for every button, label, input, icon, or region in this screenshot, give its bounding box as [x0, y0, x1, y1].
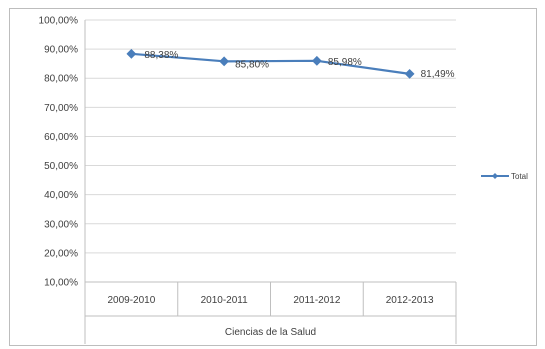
- y-tick-label: 60,00%: [44, 132, 78, 143]
- y-tick-label: 30,00%: [44, 219, 78, 230]
- y-tick-label: 20,00%: [44, 248, 78, 259]
- x-tick-label: 2009-2010: [107, 295, 155, 306]
- data-point-marker: [219, 56, 230, 67]
- y-tick-label: 10,00%: [44, 278, 78, 289]
- y-tick-label: 50,00%: [44, 161, 78, 172]
- series-line: [131, 52, 410, 75]
- legend-label: Total: [511, 172, 528, 181]
- y-tick-label: 40,00%: [44, 190, 78, 201]
- y-tick-label: 70,00%: [44, 103, 78, 114]
- legend: Total: [481, 172, 528, 181]
- data-labels: 88,38% 85,80% 85,98% 81,49%: [144, 50, 454, 80]
- data-point-marker: [404, 68, 415, 79]
- data-label: 85,80%: [235, 59, 269, 70]
- y-axis: 10,00% 20,00% 30,00% 40,00% 50,00% 60,00% 70,0…: [39, 16, 86, 289]
- chart-frame: [9, 8, 537, 346]
- y-tick-label: 80,00%: [44, 74, 78, 85]
- data-label: 85,98%: [328, 57, 362, 68]
- data-label: 81,49%: [421, 69, 455, 80]
- series-total: [126, 48, 415, 79]
- category-group-label: Ciencias de la Salud: [225, 327, 316, 338]
- gridlines: [85, 19, 456, 283]
- data-label: 88,38%: [144, 50, 178, 61]
- x-tick-label: 2011-2012: [293, 295, 341, 306]
- data-point-marker: [311, 55, 322, 66]
- y-tick-label: 90,00%: [44, 45, 78, 56]
- x-tick-label: 2010-2011: [201, 295, 249, 306]
- legend-marker: [492, 173, 498, 179]
- x-axis: 2009-2010 2010-2011 2011-2012 2012-2013 Cien…: [84, 281, 457, 344]
- x-tick-label: 2012-2013: [386, 295, 434, 306]
- data-point-marker: [126, 48, 137, 59]
- y-tick-label: 100,00%: [39, 16, 79, 27]
